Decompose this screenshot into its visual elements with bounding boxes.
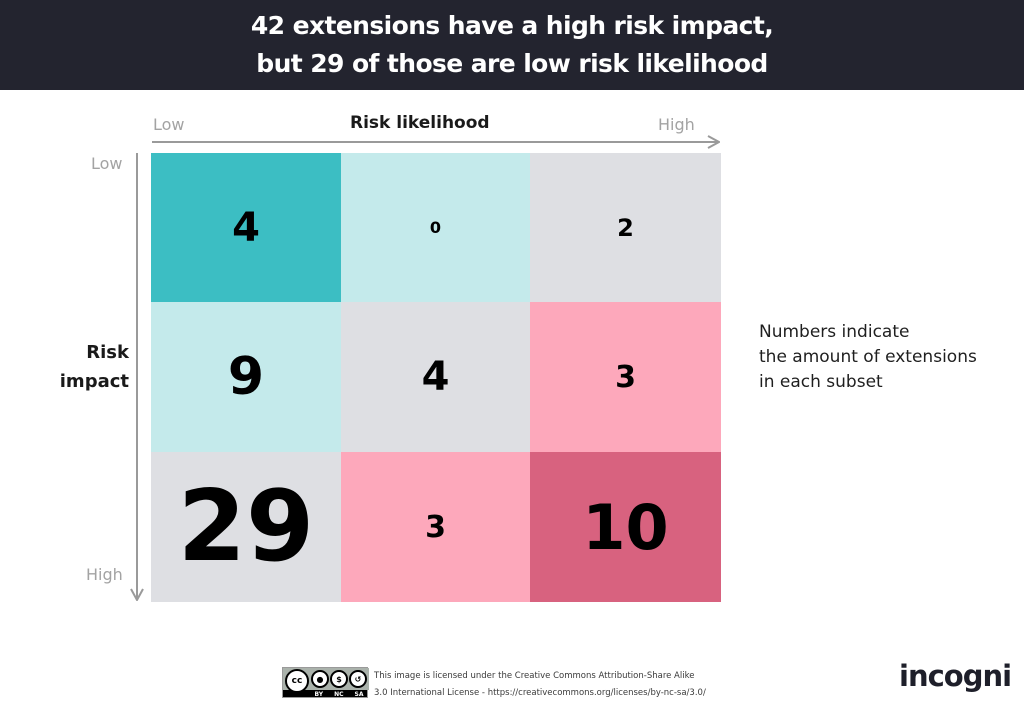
note-line-3: in each subset bbox=[759, 372, 883, 392]
y-axis-high-label: High bbox=[86, 565, 123, 584]
cc-nc-label: NC bbox=[334, 691, 344, 698]
license-line-2: 3.0 International License - https://crea… bbox=[374, 688, 706, 698]
cell-value: 3 bbox=[425, 509, 446, 545]
cell-value: 4 bbox=[421, 354, 450, 400]
cell-value: 9 bbox=[227, 347, 265, 407]
attribution-icon: ● bbox=[311, 670, 329, 688]
title-line-1: 42 extensions have a high risk impact, bbox=[250, 11, 774, 40]
y-axis-line bbox=[136, 153, 138, 598]
cc-by-label: BY bbox=[314, 691, 324, 698]
cell-value: 4 bbox=[232, 204, 260, 251]
x-axis-line bbox=[152, 141, 718, 143]
cell-value: 10 bbox=[582, 490, 669, 564]
matrix-cell-r0-c0: 4 bbox=[151, 153, 341, 302]
matrix-cell-r0-c1: 0 bbox=[341, 153, 530, 302]
arrow-right-icon bbox=[707, 135, 720, 149]
sharealike-icon: ↺ bbox=[349, 670, 367, 688]
matrix-cell-r1-c1: 4 bbox=[341, 302, 530, 452]
note-line-2: the amount of extensions bbox=[759, 347, 977, 367]
legend-note: Numbers indicate the amount of extension… bbox=[759, 320, 1009, 395]
x-axis-high-label: High bbox=[658, 115, 695, 134]
cell-value: 0 bbox=[429, 218, 442, 237]
title-banner: 42 extensions have a high risk impact, b… bbox=[0, 0, 1024, 90]
creative-commons-badge: cc ● $ ↺ BY NC SA bbox=[282, 667, 369, 698]
cc-sa-label: SA bbox=[354, 691, 364, 698]
y-axis-title: Risk impact bbox=[40, 338, 129, 396]
noncommercial-icon: $ bbox=[330, 670, 348, 688]
cell-value: 29 bbox=[177, 470, 315, 584]
note-line-1: Numbers indicate bbox=[759, 322, 910, 342]
license-text: This image is licensed under the Creativ… bbox=[374, 668, 706, 702]
title-line-2: but 29 of those are low risk likelihood bbox=[256, 49, 768, 78]
x-axis-title: Risk likelihood bbox=[350, 113, 490, 133]
matrix-cell-r1-c0: 9 bbox=[151, 302, 341, 452]
y-axis-low-label: Low bbox=[91, 154, 123, 173]
arrow-down-icon bbox=[130, 588, 144, 601]
incogni-logo: incogni bbox=[899, 659, 1012, 693]
y-axis-title-line-2: impact bbox=[59, 371, 129, 392]
matrix-cell-r1-c2: 3 bbox=[530, 302, 721, 452]
license-line-1: This image is licensed under the Creativ… bbox=[374, 671, 695, 681]
matrix-cell-r2-c1: 3 bbox=[341, 452, 530, 602]
cell-value: 2 bbox=[617, 213, 634, 242]
risk-matrix: 4 0 2 9 4 3 29 3 10 bbox=[151, 153, 721, 602]
y-axis-title-line-1: Risk bbox=[86, 342, 129, 363]
cell-value: 3 bbox=[615, 359, 636, 395]
cc-icon: cc bbox=[285, 669, 309, 693]
x-axis-low-label: Low bbox=[153, 115, 185, 134]
matrix-cell-r0-c2: 2 bbox=[530, 153, 721, 302]
matrix-cell-r2-c0: 29 bbox=[151, 452, 341, 602]
matrix-cell-r2-c2: 10 bbox=[530, 452, 721, 602]
